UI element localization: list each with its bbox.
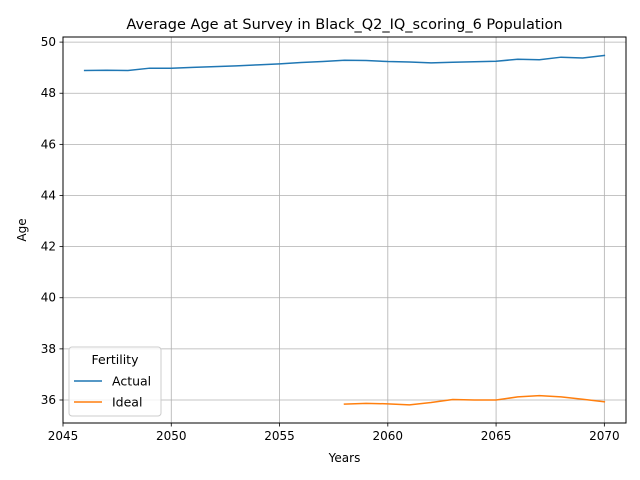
axis-ticks: 2045 2050 2055 2060 2065 2070 36 38 40 42 44 46 48 50 — [41, 35, 620, 443]
x-tick-label: 2050 — [156, 429, 187, 443]
x-tick-label: 2065 — [481, 429, 512, 443]
y-tick-label: 42 — [41, 240, 56, 254]
legend-entries: Actual Ideal — [74, 374, 151, 410]
y-tick-label: 38 — [41, 342, 56, 356]
series-line-actual — [83, 54, 606, 72]
x-tick-label: 2070 — [589, 429, 620, 443]
y-tick-label: 36 — [41, 393, 56, 407]
legend: Fertility Actual Ideal — [68, 346, 162, 417]
y-tick-label: 46 — [41, 137, 56, 151]
chart-title: Average Age at Survey in Black_Q2_IQ_sco… — [126, 17, 562, 33]
series-lines — [83, 54, 606, 406]
x-tick-label: 2055 — [264, 429, 295, 443]
x-tick-label: 2060 — [373, 429, 404, 443]
legend-box — [68, 346, 162, 417]
y-tick-label: 48 — [41, 86, 56, 100]
y-axis-label: Age — [15, 218, 29, 241]
y-tick-label: 50 — [41, 35, 56, 49]
series-line-ideal — [343, 394, 606, 406]
legend-label-ideal: Ideal — [112, 395, 142, 410]
legend-title: Fertility — [92, 352, 140, 367]
y-tick-label: 44 — [41, 188, 56, 202]
legend-label-actual: Actual — [112, 374, 151, 389]
x-tick-label: 2045 — [48, 429, 79, 443]
x-axis-label: Years — [328, 451, 361, 465]
plot-area-frame — [62, 36, 627, 424]
y-tick-label: 40 — [41, 291, 56, 305]
